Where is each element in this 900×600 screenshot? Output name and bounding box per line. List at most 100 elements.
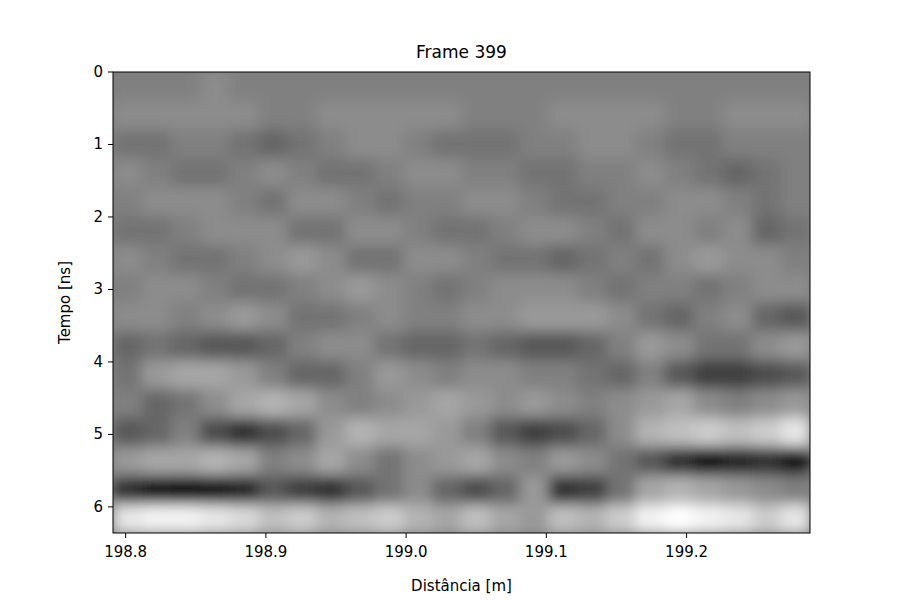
cell xyxy=(520,245,550,274)
cell xyxy=(752,158,782,187)
cell xyxy=(432,360,462,389)
cell xyxy=(171,504,201,533)
cell xyxy=(578,216,608,245)
cell xyxy=(345,72,375,101)
cell xyxy=(258,389,288,418)
cell xyxy=(258,216,288,245)
cell xyxy=(229,158,259,187)
cell xyxy=(113,72,143,101)
cell xyxy=(665,447,695,476)
cell xyxy=(403,245,433,274)
cell xyxy=(287,504,317,533)
cell xyxy=(432,504,462,533)
cell xyxy=(520,72,550,101)
cell xyxy=(200,245,230,274)
cell xyxy=(171,187,201,216)
cell xyxy=(287,101,317,130)
cell xyxy=(723,274,753,303)
cell xyxy=(549,447,579,476)
cell xyxy=(316,360,346,389)
cell xyxy=(694,303,724,332)
cell xyxy=(200,130,230,159)
cell xyxy=(142,418,172,447)
cell xyxy=(142,245,172,274)
cell xyxy=(636,101,666,130)
cell xyxy=(665,101,695,130)
y-tick xyxy=(108,72,113,73)
cell xyxy=(287,72,317,101)
cell xyxy=(781,72,810,101)
cell xyxy=(462,303,492,332)
cell xyxy=(520,331,550,360)
cell xyxy=(374,101,404,130)
cell xyxy=(374,187,404,216)
cell xyxy=(287,130,317,159)
cell xyxy=(752,475,782,504)
cell xyxy=(723,331,753,360)
cell xyxy=(636,447,666,476)
cell xyxy=(287,303,317,332)
cell xyxy=(520,475,550,504)
cell xyxy=(781,130,810,159)
cell xyxy=(403,158,433,187)
cell xyxy=(403,447,433,476)
cell xyxy=(200,274,230,303)
cell xyxy=(636,216,666,245)
cell xyxy=(171,216,201,245)
cell xyxy=(258,274,288,303)
cell xyxy=(462,216,492,245)
cell xyxy=(752,245,782,274)
y-tick xyxy=(108,434,113,435)
cell xyxy=(171,360,201,389)
cell xyxy=(432,389,462,418)
cell xyxy=(171,72,201,101)
cell xyxy=(113,418,143,447)
cell xyxy=(549,360,579,389)
cell xyxy=(781,418,810,447)
cell xyxy=(171,389,201,418)
cell xyxy=(432,216,462,245)
cell xyxy=(665,245,695,274)
cell xyxy=(258,447,288,476)
cell xyxy=(665,504,695,533)
cell xyxy=(403,274,433,303)
cell xyxy=(403,504,433,533)
cell xyxy=(607,216,637,245)
cell xyxy=(752,331,782,360)
cell xyxy=(258,504,288,533)
cell xyxy=(462,101,492,130)
cell xyxy=(636,475,666,504)
cell xyxy=(171,101,201,130)
cell xyxy=(491,216,521,245)
cell xyxy=(229,389,259,418)
cell xyxy=(578,158,608,187)
cell xyxy=(752,389,782,418)
cell xyxy=(752,274,782,303)
cell xyxy=(316,158,346,187)
cell xyxy=(200,303,230,332)
cell xyxy=(636,158,666,187)
cell xyxy=(578,447,608,476)
cell xyxy=(607,447,637,476)
cell xyxy=(694,475,724,504)
y-tick-label: 2 xyxy=(93,208,103,226)
y-tick xyxy=(108,216,113,217)
cell xyxy=(171,475,201,504)
x-axis-label: Distância [m] xyxy=(411,577,512,595)
cell xyxy=(316,475,346,504)
cell xyxy=(374,158,404,187)
x-tick xyxy=(265,533,266,538)
cell xyxy=(578,130,608,159)
cell xyxy=(723,72,753,101)
x-tick-label: 198.9 xyxy=(244,543,287,561)
cells xyxy=(113,72,810,533)
cell xyxy=(607,274,637,303)
cell xyxy=(142,303,172,332)
cell xyxy=(113,101,143,130)
cell xyxy=(491,331,521,360)
cell xyxy=(142,158,172,187)
cell xyxy=(723,245,753,274)
cell xyxy=(316,101,346,130)
cell xyxy=(316,130,346,159)
cell xyxy=(171,447,201,476)
